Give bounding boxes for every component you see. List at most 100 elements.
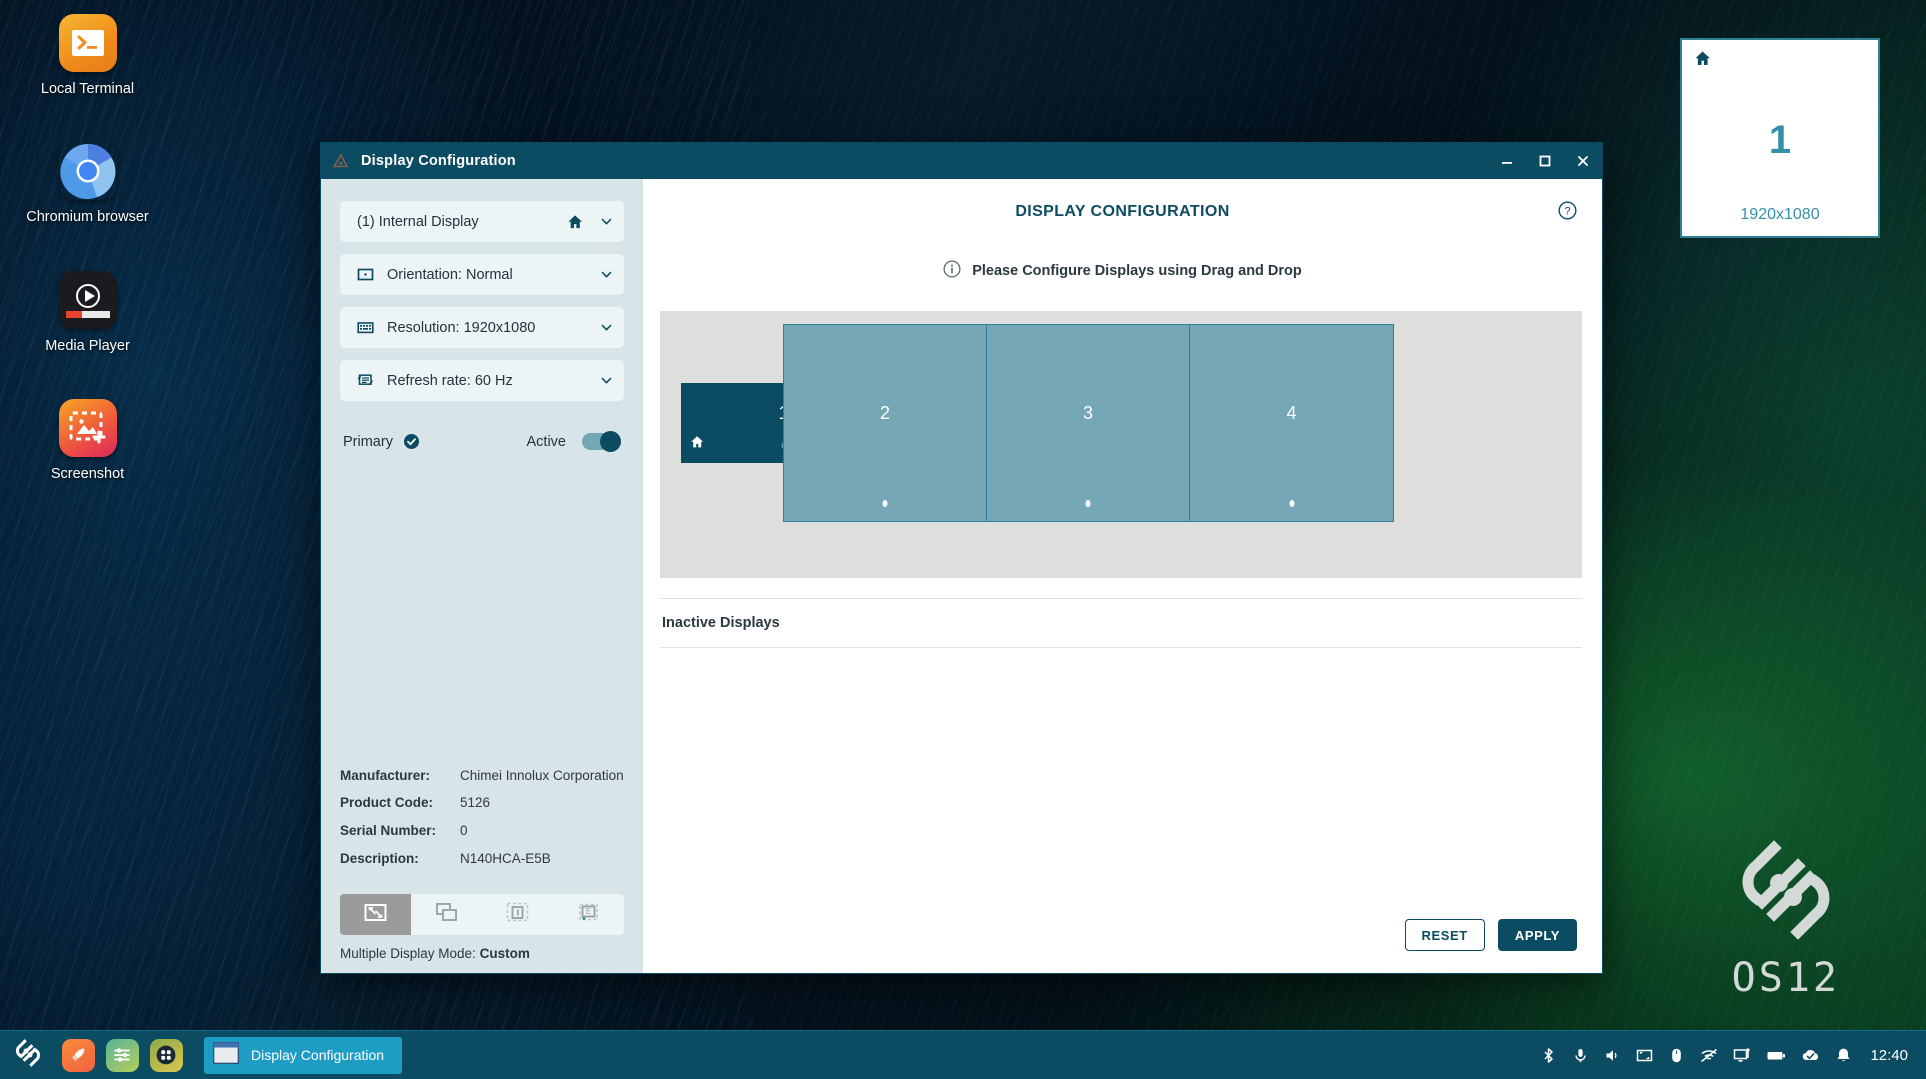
toggle-knob — [600, 431, 621, 452]
mode-caption: Multiple Display Mode: Custom — [340, 946, 624, 961]
home-icon — [1694, 50, 1711, 72]
resolution-selector[interactable]: Resolution: 1920x1080 — [340, 307, 624, 348]
display-box-number: 2 — [879, 402, 890, 423]
refresh-rate-label: Refresh rate: 60 Hz — [387, 372, 513, 389]
terminal-icon — [58, 14, 117, 72]
os-logo-icon — [13, 1038, 43, 1073]
chevron-down-icon — [599, 373, 614, 388]
os-logo-icon — [1732, 836, 1840, 949]
mouse-icon[interactable] — [1668, 1047, 1685, 1064]
taskbar-app-grid[interactable] — [144, 1031, 188, 1079]
system-tray: 12:40 — [1540, 1047, 1926, 1064]
desktop-icon-media-player[interactable]: Media Player — [13, 270, 163, 355]
info-value: N140HCA-E5B — [460, 851, 551, 867]
bluetooth-icon[interactable] — [1540, 1047, 1557, 1064]
primary-active-row: Primary Active — [340, 431, 624, 452]
display-box-4[interactable]: 4 — [1189, 324, 1394, 522]
close-button[interactable] — [1564, 143, 1602, 179]
display-arrangement-canvas[interactable]: 1 2 3 4 — [660, 311, 1582, 578]
apply-button[interactable]: APPLY — [1497, 919, 1577, 951]
desktop-icon-label: Chromium browser — [26, 209, 149, 226]
help-icon[interactable]: ? — [1558, 201, 1577, 220]
extend-display-icon: E — [576, 900, 601, 930]
battery-icon[interactable] — [1766, 1047, 1786, 1064]
drag-drop-hint-label: Please Configure Displays using Drag and… — [972, 263, 1302, 279]
orientation-selector[interactable]: Orientation: Normal — [340, 254, 624, 295]
media-player-icon — [58, 270, 117, 329]
mode-custom-button[interactable] — [340, 894, 411, 935]
bell-icon[interactable] — [1835, 1047, 1852, 1064]
display-box-3[interactable]: 3 — [986, 324, 1190, 522]
display-preview-number: 1 — [1768, 118, 1792, 162]
display-config-icon — [332, 152, 349, 170]
display-selector[interactable]: (1) Internal Display — [340, 201, 624, 242]
window-icon — [212, 1041, 240, 1069]
drag-drop-hint: Please Configure Displays using Drag and… — [643, 249, 1602, 293]
home-icon — [690, 435, 704, 449]
taskbar: Display Configuration — [0, 1030, 1926, 1079]
rocket-icon — [61, 1038, 95, 1072]
volume-icon[interactable] — [1604, 1047, 1621, 1064]
wifi-off-icon[interactable] — [1700, 1047, 1718, 1064]
taskbar-app-settings[interactable] — [100, 1031, 144, 1079]
refresh-rate-selector[interactable]: Refresh rate: 60 Hz — [340, 360, 624, 401]
display-box-dot — [882, 500, 888, 507]
minimize-button[interactable] — [1488, 143, 1526, 179]
maximize-button[interactable] — [1526, 143, 1564, 179]
display-box-number: 3 — [1082, 402, 1093, 423]
taskbar-window-display-configuration[interactable]: Display Configuration — [204, 1036, 403, 1074]
window-titlebar[interactable]: Display Configuration — [321, 143, 1602, 179]
info-key: Serial Number: — [340, 823, 437, 839]
mode-single-button[interactable] — [482, 894, 553, 935]
display-icon[interactable] — [1636, 1047, 1653, 1064]
resolution-label: Resolution: 1920x1080 — [387, 319, 536, 336]
network-icon[interactable] — [1733, 1047, 1751, 1064]
desktop-icon-local-terminal[interactable]: Local Terminal — [13, 14, 163, 98]
desktop-icon-screenshot[interactable]: Screenshot — [13, 399, 163, 483]
page-title: DISPLAY CONFIGURATION — [1015, 203, 1230, 220]
display-box-2[interactable]: 2 — [783, 324, 987, 522]
display-box-number: 4 — [1286, 402, 1297, 423]
cloud-check-icon[interactable] — [1801, 1047, 1820, 1064]
orientation-label: Orientation: Normal — [387, 266, 513, 283]
reset-button[interactable]: RESET — [1404, 919, 1485, 951]
main-pane: DISPLAY CONFIGURATION ? Please Co — [643, 179, 1602, 973]
taskbar-window-label: Display Configuration — [251, 1047, 385, 1063]
single-display-icon — [505, 900, 530, 930]
display-box-dot — [1085, 500, 1091, 507]
display-selector-label: (1) Internal Display — [357, 213, 479, 230]
os-watermark-label: OS12 — [1731, 955, 1840, 1001]
window-body: (1) Internal Display Orientation: Normal — [321, 179, 1602, 973]
inactive-displays-section: Inactive Displays — [660, 598, 1582, 648]
home-icon — [567, 214, 583, 230]
display-box-dot — [1289, 500, 1294, 507]
chevron-down-icon — [599, 267, 614, 282]
microphone-icon[interactable] — [1572, 1047, 1589, 1064]
taskbar-clock[interactable]: 12:40 — [1870, 1046, 1908, 1064]
app-grid-icon — [149, 1038, 183, 1072]
active-label: Active — [526, 433, 567, 450]
primary-check-icon[interactable] — [403, 433, 420, 450]
action-row: RESET APPLY — [643, 919, 1602, 973]
inactive-displays-label: Inactive Displays — [662, 615, 780, 631]
mode-extend-button[interactable]: E — [553, 894, 624, 935]
display-info-table: Manufacturer: Chimei Innolux Corporation… — [340, 768, 624, 869]
mode-caption-label: Multiple Display Mode: — [340, 946, 476, 961]
app-launcher-button[interactable] — [0, 1031, 56, 1079]
desktop-icon-chromium-browser[interactable]: Chromium browser — [13, 142, 163, 226]
canvas-wrap: 1 2 3 4 — [643, 293, 1602, 578]
mode-clone-button[interactable] — [411, 894, 482, 935]
clone-displays-icon — [434, 900, 459, 930]
display-preview-resolution: 1920x1080 — [1740, 206, 1820, 223]
settings-sliders-icon — [105, 1038, 139, 1072]
svg-text:E: E — [586, 907, 591, 916]
resolution-icon — [357, 319, 374, 336]
sidebar-spacer — [340, 450, 624, 768]
multiple-display-mode-bar: E — [340, 894, 624, 935]
active-toggle[interactable] — [582, 431, 621, 452]
svg-text:?: ? — [1564, 205, 1570, 217]
desktop-icon-label: Local Terminal — [40, 81, 135, 97]
taskbar-app-rocket[interactable] — [56, 1031, 100, 1079]
desktop-icon-label: Media Player — [45, 337, 130, 354]
display-configuration-window: Display Configuration (1) Internal Displ… — [320, 142, 1603, 974]
